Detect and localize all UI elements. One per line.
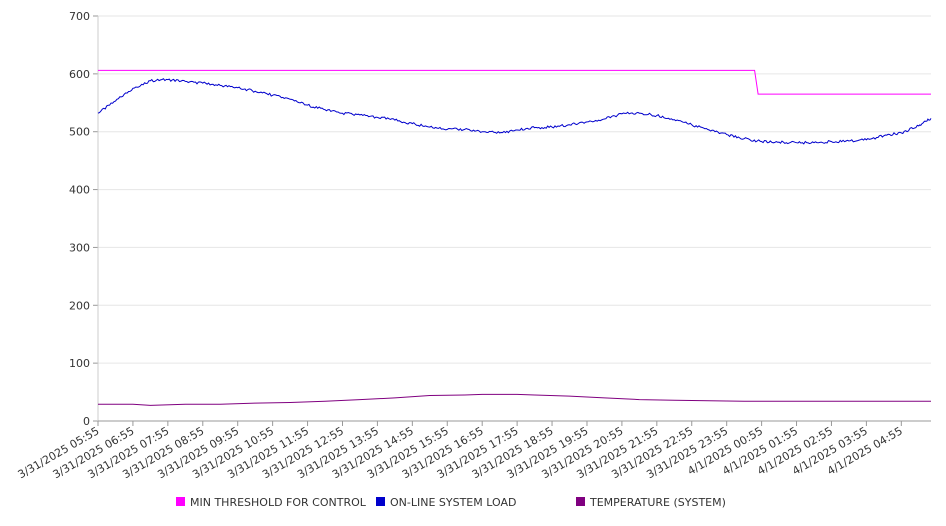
legend-swatch [576, 497, 585, 506]
y-tick-label: 200 [69, 299, 90, 312]
series-line-3 [98, 393, 931, 406]
y-tick-label: 0 [83, 415, 90, 428]
legend-swatch [176, 497, 185, 506]
y-tick-label: 300 [69, 241, 90, 254]
legend-label: MIN THRESHOLD FOR CONTROL [190, 496, 367, 509]
legend-swatch [376, 497, 385, 506]
y-tick-label: 500 [69, 126, 90, 139]
legend-label: ON-LINE SYSTEM LOAD [390, 496, 516, 509]
series-line-1 [98, 69, 931, 95]
y-tick-label: 600 [69, 68, 90, 81]
legend-label: TEMPERATURE (SYSTEM) [589, 496, 726, 509]
series-line-2 [97, 78, 932, 145]
y-tick-label: 700 [69, 10, 90, 23]
y-tick-label: 400 [69, 184, 90, 197]
y-tick-label: 100 [69, 357, 90, 370]
